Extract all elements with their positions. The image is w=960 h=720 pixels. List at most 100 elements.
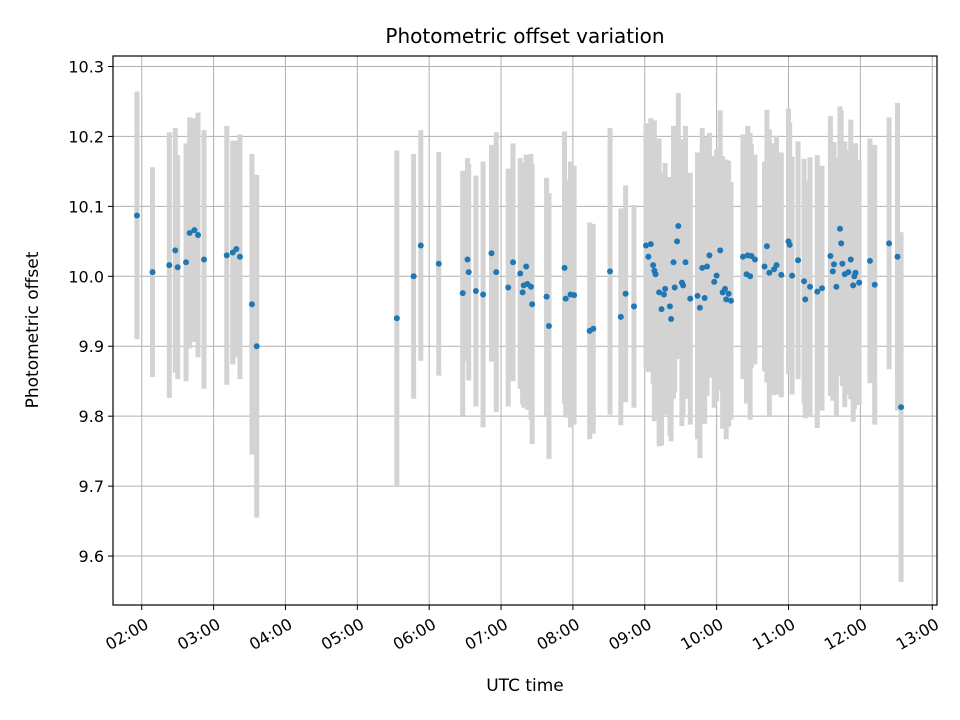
data-point [172, 247, 179, 254]
data-point [845, 269, 852, 276]
data-point [773, 262, 780, 269]
data-point [465, 269, 472, 276]
data-point [894, 253, 901, 260]
data-point [807, 283, 814, 290]
data-point [186, 229, 193, 236]
data-points [133, 212, 905, 411]
data-point [493, 269, 500, 276]
y-axis-label: Photometric offset [23, 251, 43, 408]
data-point [174, 264, 181, 271]
data-point [658, 306, 665, 313]
data-point [871, 281, 878, 288]
data-point [472, 287, 479, 294]
data-point [133, 212, 140, 219]
data-point [617, 313, 624, 320]
y-tick-label: 9.6 [79, 547, 104, 566]
y-axis-ticks: 9.6 9.7 9.8 9.9 10.0 10.1 10.2 10.3 [68, 57, 113, 566]
data-point [839, 260, 846, 267]
data-point [723, 296, 730, 303]
data-point [650, 262, 657, 269]
data-point [713, 272, 720, 279]
data-point [747, 273, 754, 280]
data-point [682, 259, 689, 266]
data-point [675, 222, 682, 229]
data-point [827, 253, 834, 260]
data-point [789, 272, 796, 279]
x-axis-label: UTC time [486, 676, 564, 696]
data-point [410, 273, 417, 280]
y-tick-label: 10.2 [68, 127, 104, 146]
data-point [417, 242, 424, 249]
chart-title: Photometric offset variation [385, 24, 664, 48]
data-point [201, 256, 208, 263]
data-point [393, 315, 400, 322]
data-point [248, 301, 255, 308]
data-point [662, 285, 669, 292]
data-point [674, 238, 681, 245]
data-point [488, 250, 495, 257]
data-point [183, 259, 190, 266]
data-point [670, 259, 677, 266]
data-point [668, 315, 675, 322]
data-point [529, 301, 536, 308]
y-tick-label: 10.0 [68, 267, 104, 286]
data-point [630, 303, 637, 310]
y-tick-label: 9.8 [79, 407, 104, 426]
data-point [527, 283, 534, 290]
data-point [795, 257, 802, 264]
data-point [510, 259, 517, 266]
data-point [561, 264, 568, 271]
data-point [701, 294, 708, 301]
data-point [223, 252, 230, 259]
data-point [898, 404, 905, 411]
data-point [666, 303, 673, 310]
data-point [852, 269, 859, 276]
data-point [195, 232, 202, 239]
data-point [717, 247, 724, 254]
data-point [831, 261, 837, 268]
data-point [847, 256, 854, 263]
data-point [838, 240, 845, 247]
data-point [519, 289, 526, 296]
data-point [671, 284, 678, 291]
data-point [607, 268, 614, 275]
data-point [866, 257, 873, 264]
plot-frame [112, 55, 938, 606]
data-point [680, 282, 687, 289]
data-point [829, 268, 836, 275]
data-point [739, 253, 746, 260]
data-point [253, 343, 260, 350]
data-point [725, 290, 732, 297]
y-tick-label: 9.9 [79, 337, 104, 356]
data-point [435, 260, 442, 267]
data-point [642, 242, 649, 249]
data-point [523, 263, 530, 270]
data-point [699, 264, 706, 271]
data-point [571, 292, 578, 299]
data-point [687, 295, 694, 302]
data-point [696, 304, 703, 311]
data-point [778, 271, 785, 278]
data-point [464, 256, 471, 263]
data-point [766, 269, 773, 276]
data-point [622, 290, 629, 297]
y-tick-label: 10.3 [68, 57, 104, 76]
data-point [814, 288, 821, 295]
y-tick-label: 9.7 [79, 477, 104, 496]
data-point [233, 246, 240, 253]
data-point [191, 227, 198, 234]
data-point [802, 296, 809, 303]
data-point [704, 263, 711, 270]
data-point [761, 263, 768, 270]
data-point [751, 256, 758, 263]
data-point [801, 278, 808, 285]
data-point [763, 243, 770, 250]
data-point [728, 297, 734, 304]
y-tick-label: 10.1 [68, 197, 104, 216]
data-point [505, 284, 512, 291]
data-point [647, 241, 654, 248]
data-point [694, 292, 701, 299]
data-point [819, 285, 826, 292]
data-point [149, 269, 156, 276]
